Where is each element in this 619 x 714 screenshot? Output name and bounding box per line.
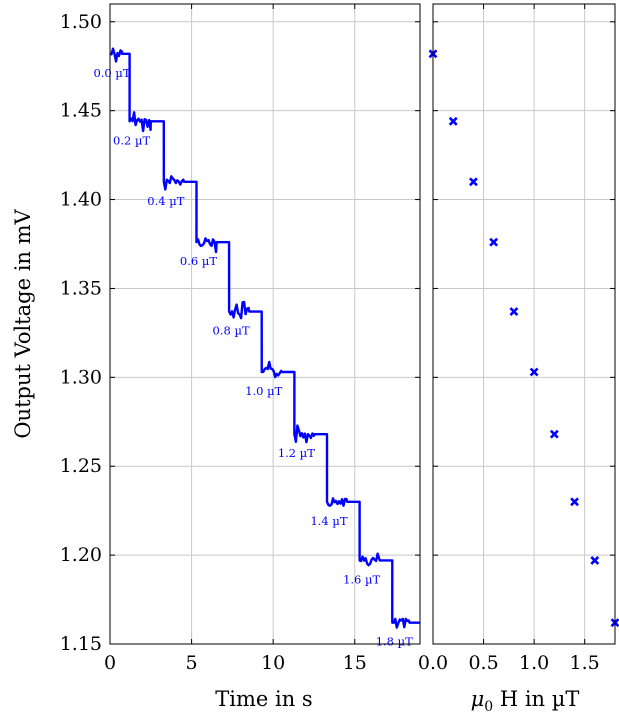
tick-labels: 1.15 1.20 1.25 1.30 1.35 1.40 1.45 1.50 0 5 10 15 0.… (60, 11, 600, 674)
x-tick-label: 1.5 (570, 652, 600, 674)
y-tick-label: 1.25 (60, 455, 102, 477)
step-field-label: 1.8 µT (376, 635, 413, 649)
y-tick-label: 1.15 (60, 633, 102, 655)
left-x-axis-label: Time in s (215, 687, 312, 711)
step-field-label: 1.2 µT (278, 446, 315, 460)
x-tick-label: 0 (104, 652, 116, 674)
right-plot-frame (432, 3, 616, 645)
step-field-label: 0.2 µT (113, 133, 150, 147)
x-tick-label: 0.5 (468, 652, 498, 674)
voltage-trace-line (109, 47, 420, 629)
left-plot-grid (109, 4, 420, 645)
data-point-marker (448, 116, 458, 126)
step-field-label: 0.6 µT (180, 254, 217, 268)
right-plot-grid (432, 4, 615, 645)
y-tick-label: 1.40 (60, 189, 102, 211)
y-tick-label: 1.50 (60, 11, 102, 33)
x-tick-label: 0.0 (418, 652, 448, 674)
data-point-marker (529, 367, 539, 377)
x-tick-label: 10 (261, 652, 285, 674)
data-point-marker (489, 237, 499, 247)
step-field-label: 0.0 µT (93, 66, 130, 80)
y-tick-label: 1.30 (60, 366, 102, 388)
data-point-marker (549, 429, 559, 439)
x-tick-label: 5 (186, 652, 198, 674)
data-point-marker (570, 497, 579, 507)
y-axis-label: Output Voltage in mV (11, 208, 35, 438)
step-field-label: 1.0 µT (245, 384, 282, 398)
left-plot-frame (109, 3, 421, 645)
data-point-marker (509, 307, 519, 316)
y-tick-label: 1.45 (60, 100, 102, 122)
data-point-marker (469, 177, 478, 187)
y-tick-label: 1.35 (60, 277, 102, 299)
y-tick-label: 1.20 (60, 544, 102, 566)
step-field-label: 1.6 µT (343, 572, 380, 586)
right-x-axis-label: μ0 H in µT (471, 687, 580, 714)
step-field-label: 1.4 µT (310, 514, 347, 528)
x-tick-label: 15 (343, 652, 367, 674)
x-tick-label: 1.0 (519, 652, 549, 674)
left-plot-series: 0.0 µT 0.2 µT 0.4 µT 0.6 µT 0.8 µT 1.0 µT 1.2 … (93, 47, 420, 649)
step-field-label: 0.8 µT (213, 324, 250, 338)
right-plot-series (428, 49, 619, 628)
step-field-label: 0.4 µT (147, 194, 184, 208)
data-point-marker (590, 556, 600, 565)
